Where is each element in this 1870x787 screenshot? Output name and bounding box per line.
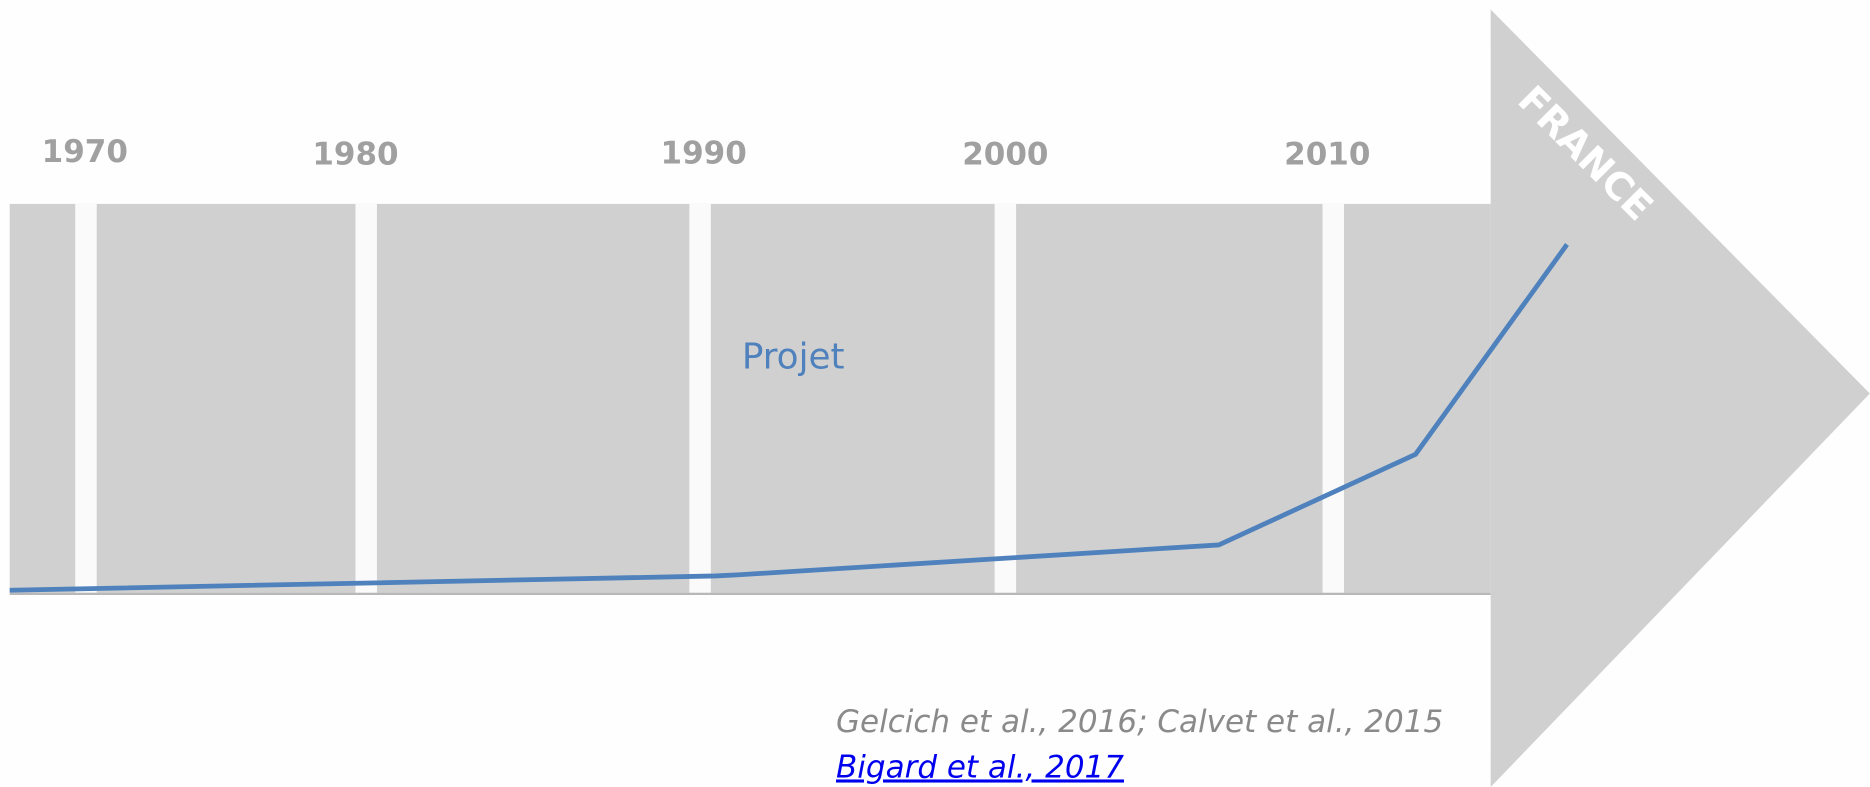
- arrow-head: [1490, 9, 1870, 787]
- year-label: 2010: [1284, 137, 1370, 173]
- citation-link[interactable]: Bigard et al., 2017: [836, 749, 1124, 785]
- year-label: 1990: [661, 135, 747, 171]
- curve-label: Projet: [742, 336, 845, 377]
- year-label: 1970: [42, 134, 128, 170]
- trend-curve: [9, 243, 1569, 593]
- decade-marker: [1322, 203, 1345, 593]
- decade-marker: [689, 203, 711, 593]
- timeline-band: [9, 203, 1491, 593]
- year-label: 1980: [312, 137, 398, 173]
- decade-marker: [994, 203, 1017, 593]
- decade-marker: [355, 203, 377, 593]
- citation: Gelcich et al., 2016; Calvet et al., 201…: [836, 704, 1443, 740]
- decade-marker: [75, 203, 97, 593]
- year-label: 2000: [962, 137, 1048, 173]
